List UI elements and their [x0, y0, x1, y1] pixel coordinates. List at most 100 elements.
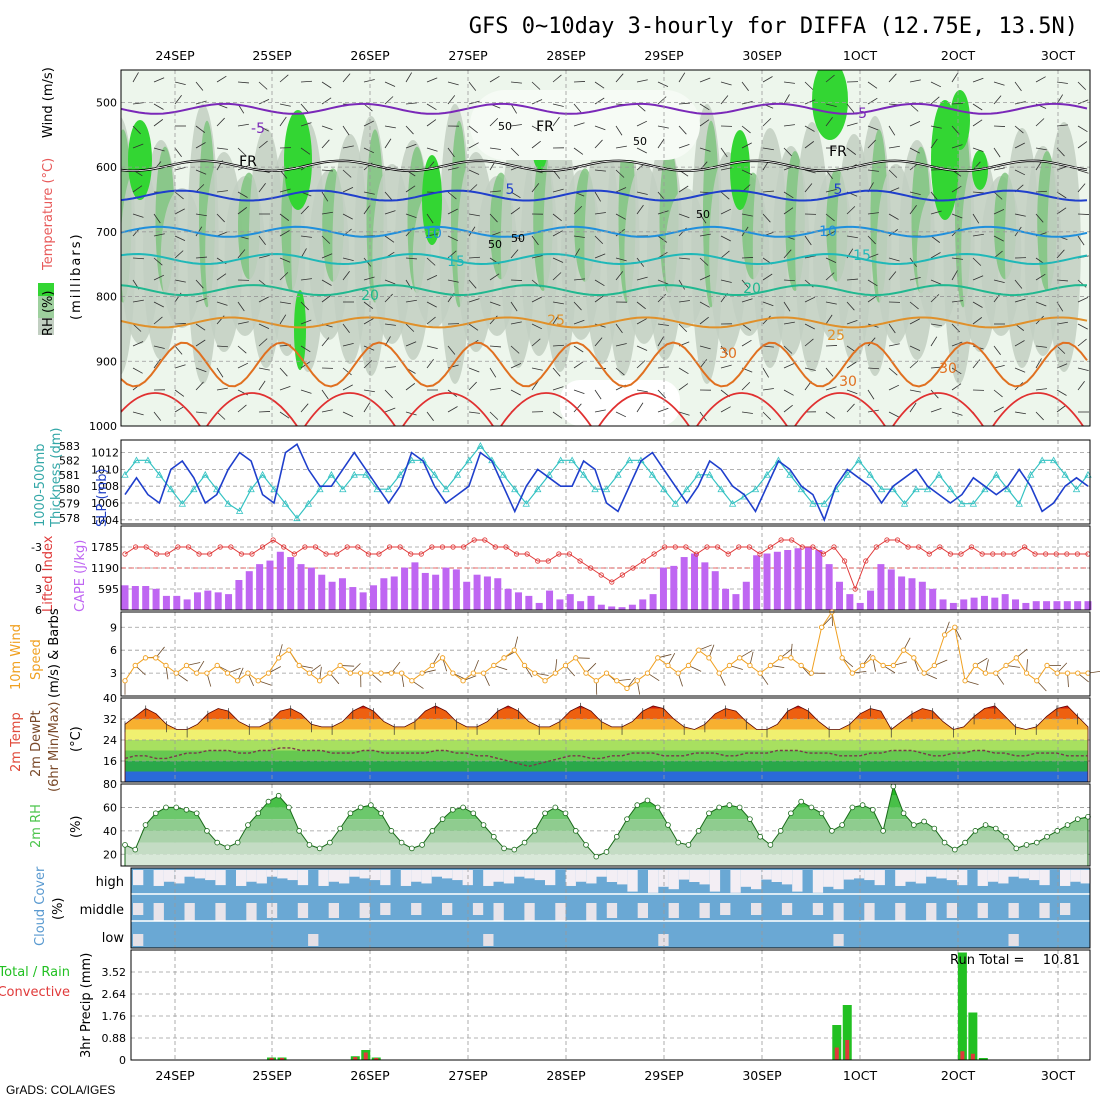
cloud-high-cell	[318, 870, 329, 886]
cloud-high-cell	[493, 870, 504, 882]
wind-barb	[720, 250, 730, 259]
wind-barb	[615, 323, 623, 334]
wind-barb	[468, 169, 480, 175]
wind-barb	[615, 145, 627, 149]
wind-barb	[363, 79, 375, 83]
upper-air-grid	[121, 70, 1090, 427]
wind-speed-point	[347, 670, 354, 676]
wind-barb	[699, 233, 711, 237]
wind-barb	[615, 367, 625, 376]
wind-barb	[153, 358, 161, 369]
rh-point	[173, 804, 180, 811]
wind-barb	[594, 409, 606, 413]
wind-barb	[888, 73, 897, 83]
wind-speed-point	[521, 662, 528, 669]
wind-speed-point	[470, 670, 476, 676]
wind-axis-label: Wind (m/s)	[41, 67, 56, 138]
isotherm-label: FR	[239, 154, 257, 170]
wind-barb	[804, 81, 814, 90]
wind-barb	[174, 166, 186, 171]
wind-barb	[153, 301, 164, 308]
wind-barb	[426, 233, 438, 237]
cloud-high-cell	[1018, 870, 1030, 879]
lifted-index-point	[355, 544, 361, 550]
wind-barb	[594, 81, 605, 89]
wind-barb	[510, 103, 518, 114]
wind-barb	[342, 323, 350, 334]
cape-bar	[753, 555, 761, 610]
thickness-point	[316, 485, 324, 493]
isotherm-label: 20	[743, 281, 761, 297]
temp-band	[125, 771, 1088, 782]
date-label-bottom: 29SEP	[644, 1068, 684, 1083]
wind-barb	[363, 318, 374, 325]
wind-barb	[657, 389, 666, 399]
lifted-index-line	[122, 537, 1091, 592]
wind-speed-point	[316, 678, 323, 684]
wind-speed-point	[132, 662, 138, 669]
run-total-value: 10.81	[1043, 953, 1080, 968]
lifted-index-point	[1000, 551, 1006, 557]
cloud-mid-cell	[184, 903, 195, 921]
cloud-mid-cell	[380, 903, 391, 915]
wind-barb	[1014, 279, 1023, 289]
rh-point	[665, 822, 671, 828]
cape-bar	[815, 550, 823, 610]
cloud-mid-cell	[328, 903, 339, 918]
cloud-high-cell	[1029, 870, 1040, 881]
wind-barb	[762, 118, 772, 127]
wind-barb	[846, 235, 858, 239]
isotherm-label: FR	[536, 119, 554, 135]
cloud-high-cell	[194, 870, 206, 879]
lifted-index-point	[789, 537, 795, 543]
wind-speed-point	[1034, 678, 1040, 684]
wind-barb	[993, 167, 1005, 171]
wind-tick: 3	[110, 667, 117, 680]
wind-barb	[909, 389, 921, 393]
wind-barb	[636, 360, 646, 369]
thickness-point	[350, 470, 358, 478]
wind-barb	[930, 252, 941, 259]
rh-point	[1033, 839, 1040, 846]
wind-barb	[447, 279, 459, 283]
cloud-high-cell	[1060, 870, 1071, 886]
wind-barb	[1056, 207, 1067, 215]
wind-barb	[930, 210, 942, 215]
wind-barb	[174, 323, 187, 325]
rh-point	[870, 806, 876, 813]
wind-barb	[573, 361, 584, 369]
wind-barb	[489, 75, 500, 83]
thickness-tick: 581	[59, 469, 80, 482]
cloud-low-cell	[483, 934, 494, 946]
cape-bar	[918, 581, 926, 610]
lifted-index-point	[767, 544, 774, 550]
cape-bar	[183, 599, 191, 610]
wind-barb	[1056, 363, 1068, 369]
wind-barb	[573, 403, 582, 413]
cape-bar	[908, 578, 916, 610]
rh-saturated	[128, 120, 152, 200]
wind-barb	[510, 207, 521, 215]
lifted-index-point	[1064, 551, 1070, 557]
isotherm-label: 20	[361, 288, 379, 304]
wind-barb	[1035, 118, 1045, 127]
rh-point	[695, 828, 702, 834]
cloud-cells	[133, 870, 1091, 946]
rh-point	[306, 842, 313, 848]
wind-barb	[1014, 411, 1026, 415]
wind-barb	[993, 364, 1005, 369]
date-label-bottom: 2OCT	[941, 1068, 976, 1083]
wind-barb	[804, 235, 812, 246]
wind10m-panel: 3 6 9 10m Wind Speed (m/s) & Barbs	[9, 608, 1100, 698]
precip-axis: 0 0.88 1.76 2.64 3.52	[102, 966, 127, 1067]
wind-barb	[426, 274, 438, 281]
wind-barb	[930, 323, 942, 327]
wind-barb	[258, 254, 270, 259]
rh-point	[470, 810, 477, 817]
cloud-low-cell	[833, 934, 844, 946]
wind-barb	[804, 255, 816, 259]
wind-barb	[237, 123, 249, 127]
date-label-bottom: 27SEP	[448, 1068, 488, 1083]
wind-barb	[510, 279, 523, 281]
wind-speed-point	[542, 678, 548, 684]
